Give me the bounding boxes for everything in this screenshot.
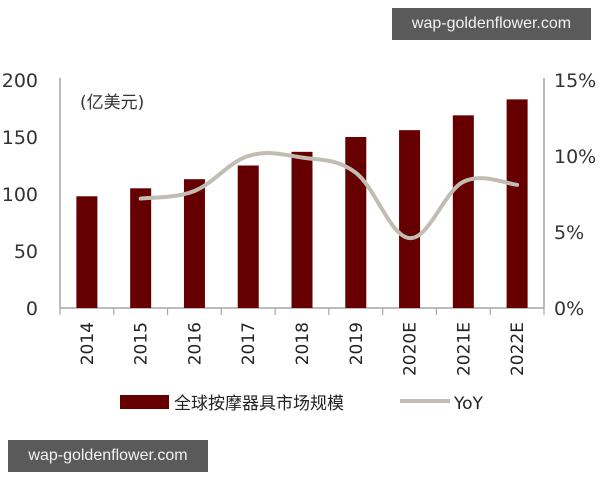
- bar: [183, 179, 205, 308]
- left-tick-label: 150: [2, 127, 38, 149]
- left-tick-label: 50: [14, 241, 38, 263]
- left-tick-label: 100: [2, 184, 38, 206]
- bar: [130, 188, 152, 308]
- bar: [345, 137, 367, 308]
- right-tick-label: 0%: [554, 298, 584, 320]
- yoy-line-series: [138, 151, 520, 241]
- bar: [76, 196, 98, 308]
- left-tick-label: 0: [26, 298, 38, 320]
- legend-label-bar: 全球按摩器具市场规模: [174, 394, 344, 414]
- bar-series: [76, 99, 528, 308]
- legend: 全球按摩器具市场规模 YoY: [120, 394, 484, 414]
- axis-labels: 0 50 100 150 200 0% 5% 10% 15% 2014 2015 2016 2017 20…: [2, 70, 597, 376]
- x-tick-label: 2016: [185, 322, 205, 365]
- bar: [237, 165, 259, 308]
- x-tick-label: 2014: [78, 322, 98, 365]
- bar: [506, 99, 528, 308]
- x-tick-label: 2017: [239, 322, 259, 365]
- x-tick-label: 2021E: [454, 322, 474, 376]
- bar: [452, 115, 474, 308]
- x-tick-label: 2015: [132, 322, 152, 365]
- x-tick-label: 2018: [293, 322, 313, 365]
- legend-swatch-bar: [120, 395, 169, 409]
- yoy-line: [138, 151, 520, 241]
- right-tick-label: 15%: [554, 70, 596, 92]
- right-tick-label: 10%: [554, 146, 596, 168]
- x-tick-label: 2022E: [508, 322, 528, 376]
- left-tick-label: 200: [2, 70, 38, 92]
- watermark-bottom: wap-goldenflower.com: [8, 440, 208, 472]
- x-tick-label: 2020E: [401, 322, 421, 376]
- x-tick-label: 2019: [347, 322, 367, 365]
- watermark-top: wap-goldenflower.com: [392, 8, 591, 40]
- right-tick-label: 5%: [554, 222, 584, 244]
- bar: [399, 130, 421, 308]
- bar: [291, 151, 313, 308]
- unit-label: (亿美元): [80, 93, 144, 113]
- legend-label-line: YoY: [453, 394, 484, 414]
